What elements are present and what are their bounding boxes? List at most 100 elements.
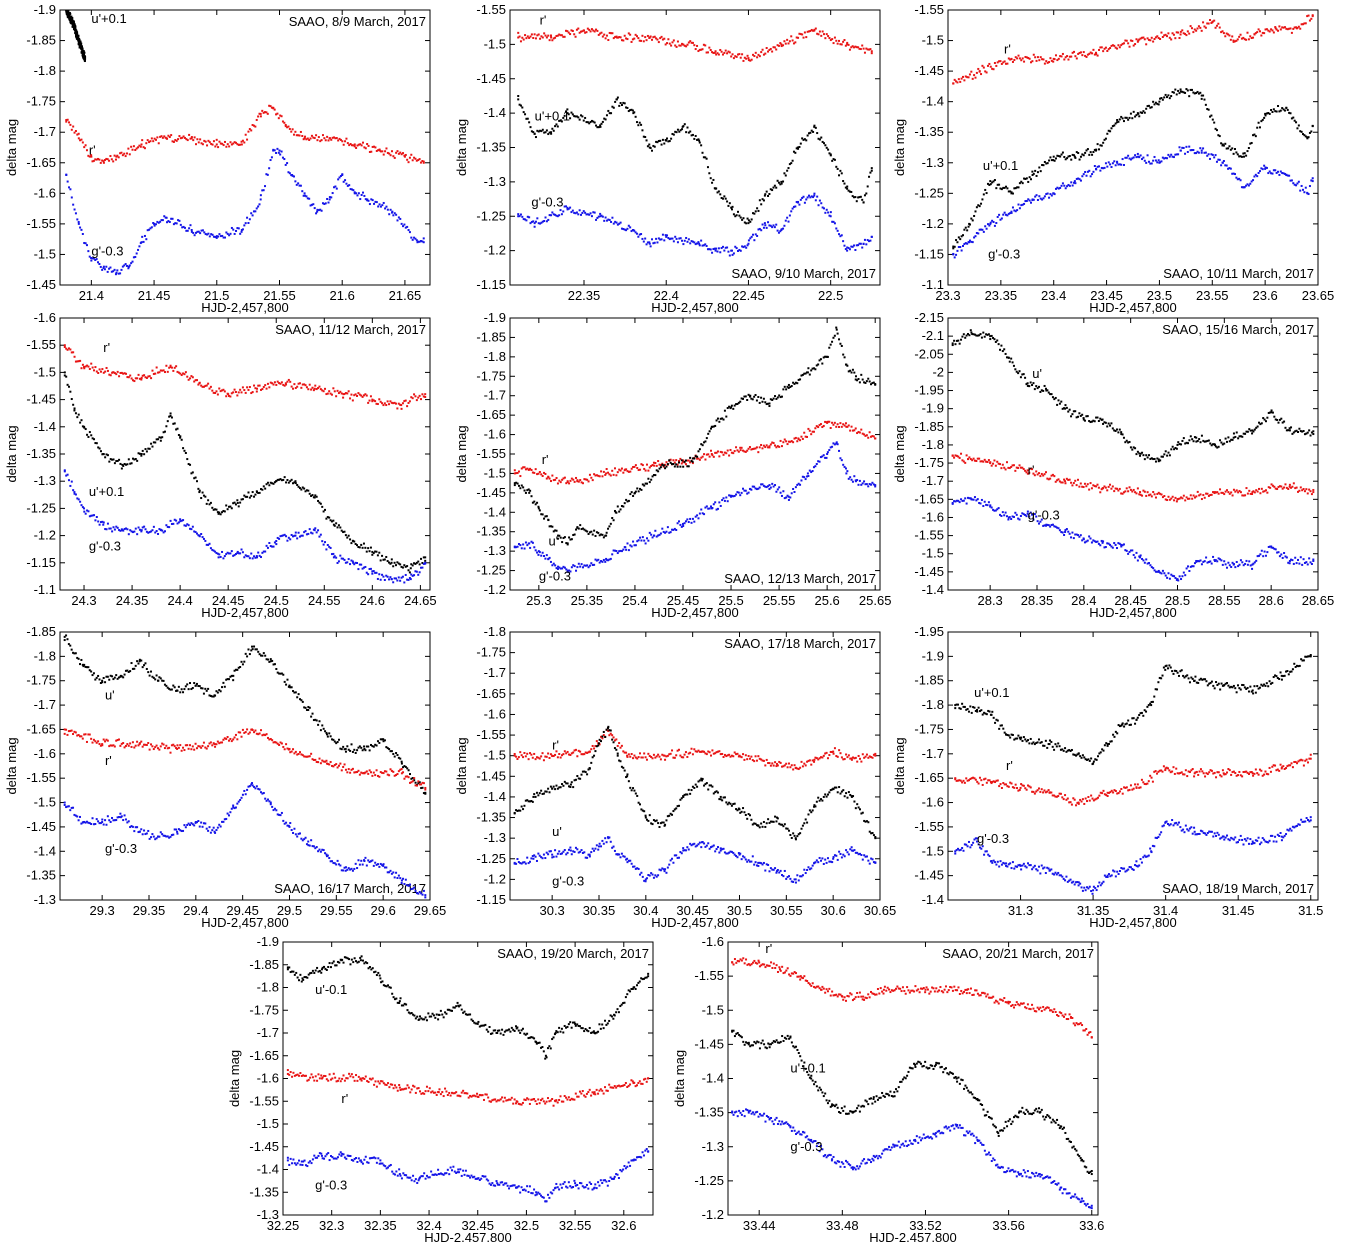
data-point (1187, 442, 1189, 445)
data-point (765, 403, 768, 406)
x-tick-label: 22.5 (818, 288, 843, 303)
data-point (1038, 59, 1041, 62)
data-point (422, 160, 425, 163)
data-point (161, 219, 164, 222)
data-point (1024, 376, 1027, 379)
data-point (251, 214, 254, 217)
data-point (843, 424, 846, 427)
data-point (330, 553, 333, 556)
data-point (1050, 194, 1053, 197)
data-point (668, 459, 671, 462)
data-point (298, 134, 301, 137)
data-point (661, 527, 664, 530)
data-point (1063, 184, 1066, 187)
data-point (537, 472, 540, 475)
data-point (63, 470, 66, 473)
data-point (956, 241, 959, 244)
data-point (120, 371, 123, 374)
data-point (1010, 210, 1013, 213)
data-point (65, 474, 68, 477)
data-point (520, 484, 523, 487)
data-point (687, 459, 690, 462)
data-point (1289, 112, 1292, 115)
data-point (308, 197, 311, 200)
data-point (403, 581, 406, 584)
data-point (1274, 27, 1277, 30)
data-point (1163, 96, 1166, 99)
data-point (782, 490, 785, 493)
data-point (1110, 166, 1113, 169)
data-point (261, 488, 264, 491)
data-point (872, 435, 875, 438)
data-point (116, 459, 119, 462)
data-point (999, 60, 1002, 63)
data-point (951, 454, 954, 457)
data-point (1045, 193, 1048, 196)
data-point (571, 209, 574, 212)
data-point (275, 383, 278, 386)
data-point (353, 143, 356, 146)
data-point (1200, 434, 1203, 437)
data-point (230, 226, 233, 229)
data-point (607, 527, 610, 530)
data-point (522, 543, 525, 546)
data-point (411, 397, 414, 400)
data-point (828, 420, 831, 423)
data-point (829, 343, 832, 346)
data-point (691, 517, 694, 520)
data-point (351, 399, 354, 402)
data-point (818, 138, 821, 141)
data-point (1203, 98, 1206, 101)
data-point (1071, 51, 1074, 54)
data-point (1005, 213, 1008, 216)
data-point (526, 35, 529, 38)
data-point (843, 244, 846, 247)
data-point (101, 268, 104, 271)
data-point (626, 542, 629, 545)
data-point (294, 180, 297, 183)
data-point (721, 245, 724, 248)
data-point (247, 221, 250, 224)
data-point (751, 398, 754, 401)
data-point (747, 393, 750, 396)
data-point (768, 192, 771, 195)
data-point (354, 393, 357, 396)
data-point (600, 31, 603, 34)
data-point (1016, 209, 1019, 212)
data-point (832, 158, 835, 161)
data-point (1297, 430, 1299, 433)
data-point (840, 344, 843, 347)
data-point (413, 574, 416, 577)
data-point (236, 550, 239, 553)
data-point (125, 463, 128, 466)
data-point (152, 372, 155, 375)
data-point (797, 438, 800, 441)
data-point (1118, 46, 1121, 49)
data-point (613, 509, 616, 512)
data-point (362, 542, 365, 545)
data-point (1253, 428, 1256, 431)
data-point (637, 37, 640, 40)
data-point (705, 244, 708, 247)
data-point (419, 161, 422, 164)
data-point (829, 211, 832, 214)
data-point (657, 460, 660, 463)
data-point (243, 224, 246, 227)
data-point (653, 241, 656, 244)
y-tick-label: -1.9 (34, 2, 56, 17)
data-point (1236, 153, 1239, 156)
data-point (543, 517, 546, 520)
data-point (171, 217, 174, 220)
data-point (1235, 39, 1238, 42)
data-point (1136, 112, 1139, 115)
data-point (123, 527, 126, 530)
data-point (672, 459, 675, 462)
data-point (801, 373, 804, 376)
data-point (846, 246, 849, 249)
data-point (315, 388, 318, 391)
data-point (1017, 203, 1020, 206)
data-point (773, 184, 776, 187)
data-point (1054, 480, 1057, 483)
data-point (1288, 111, 1291, 114)
data-point (1200, 151, 1203, 154)
